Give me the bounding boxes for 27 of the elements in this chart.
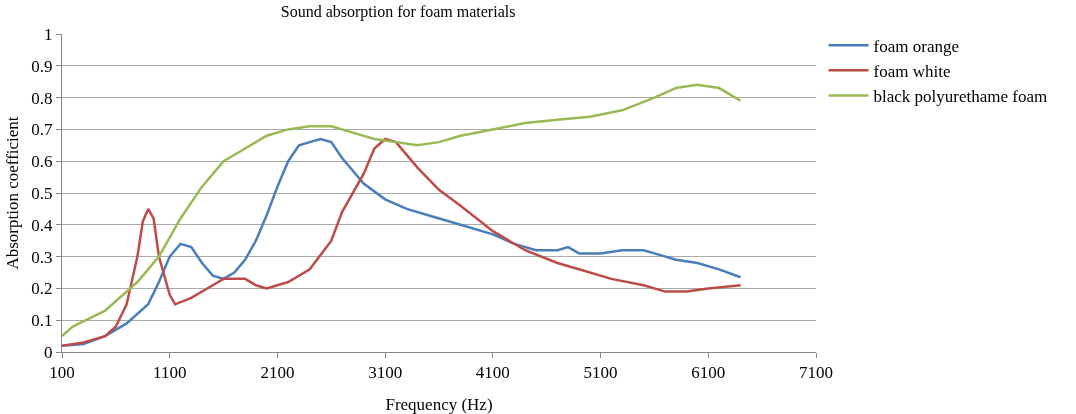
x-axis-title: Frequency (Hz)	[385, 395, 493, 414]
y-tick-label: 0.6	[31, 152, 53, 172]
x-tick-label: 5100	[583, 363, 618, 383]
y-tick-label: 0.8	[31, 88, 53, 108]
x-tick-label: 1100	[153, 363, 187, 383]
y-tick-label: 0.3	[31, 247, 53, 267]
y-tick-label: 0.1	[31, 311, 53, 331]
y-tick-label: 0.9	[31, 56, 53, 76]
x-tick-label: 100	[49, 363, 75, 383]
legend-label: black polyurethame foam	[873, 87, 1048, 107]
x-tick-label: 7100	[799, 363, 833, 383]
y-tick-label: 0.5	[31, 183, 53, 203]
y-tick-label: 0.7	[31, 120, 54, 140]
legend-label: foam orange	[873, 36, 959, 56]
chart-title: Sound absorption for foam materials	[280, 3, 516, 22]
line-series	[62, 137, 742, 347]
line-series	[62, 83, 742, 338]
y-tick-label: 0.4	[31, 215, 54, 235]
x-tick-label: 3100	[368, 363, 403, 383]
y-tick-label: 0.2	[31, 279, 53, 299]
x-tick-label: 6100	[691, 363, 726, 383]
legend-label: foam white	[873, 61, 951, 81]
y-tick-label: 1	[44, 24, 53, 44]
y-axis-title: Absorption coefficient	[3, 116, 22, 270]
y-tick-label: 0	[44, 342, 53, 362]
x-tick-label: 4100	[475, 363, 510, 383]
x-tick-label: 2100	[260, 363, 295, 383]
